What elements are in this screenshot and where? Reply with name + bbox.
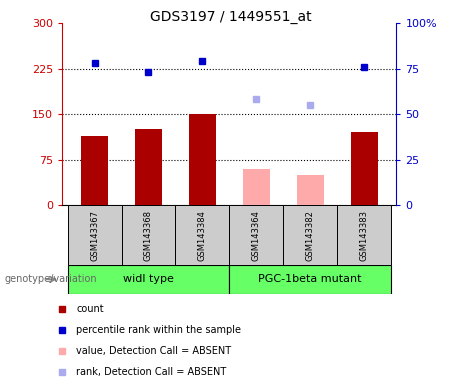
Text: GSM143382: GSM143382 bbox=[306, 210, 315, 261]
Text: GSM143364: GSM143364 bbox=[252, 210, 261, 261]
Text: genotype/variation: genotype/variation bbox=[5, 274, 97, 285]
Text: GSM143367: GSM143367 bbox=[90, 210, 99, 261]
Bar bbox=[189, 114, 216, 205]
Bar bbox=[135, 129, 162, 205]
Bar bbox=[297, 175, 324, 205]
Text: count: count bbox=[76, 304, 104, 314]
Bar bbox=[337, 205, 391, 265]
Text: widl type: widl type bbox=[123, 274, 174, 285]
Text: rank, Detection Call = ABSENT: rank, Detection Call = ABSENT bbox=[76, 367, 226, 377]
Text: GSM143383: GSM143383 bbox=[360, 210, 369, 261]
Text: GSM143368: GSM143368 bbox=[144, 210, 153, 261]
Bar bbox=[230, 205, 283, 265]
Bar bbox=[176, 205, 229, 265]
Bar bbox=[243, 169, 270, 205]
Bar bbox=[230, 265, 391, 294]
Bar bbox=[81, 136, 108, 205]
Text: percentile rank within the sample: percentile rank within the sample bbox=[76, 325, 241, 335]
Text: PGC-1beta mutant: PGC-1beta mutant bbox=[259, 274, 362, 285]
Text: value, Detection Call = ABSENT: value, Detection Call = ABSENT bbox=[76, 346, 231, 356]
Bar bbox=[283, 205, 337, 265]
Bar bbox=[68, 265, 229, 294]
Bar bbox=[68, 205, 122, 265]
Text: GSM143384: GSM143384 bbox=[198, 210, 207, 261]
Text: GDS3197 / 1449551_at: GDS3197 / 1449551_at bbox=[150, 10, 311, 23]
Bar bbox=[351, 132, 378, 205]
Bar bbox=[122, 205, 176, 265]
